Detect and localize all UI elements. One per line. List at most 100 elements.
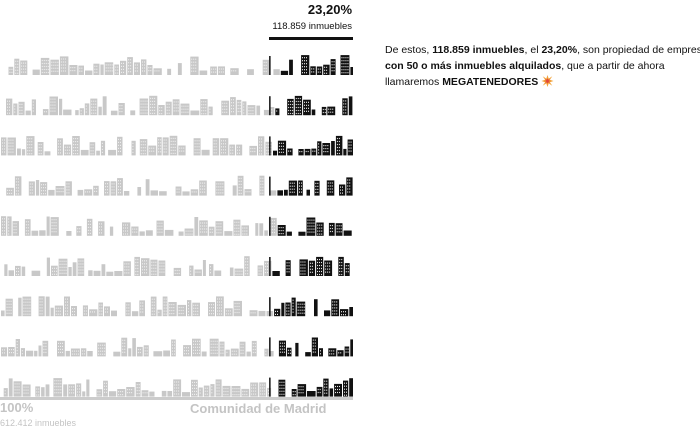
building-window	[60, 58, 62, 60]
building-window	[60, 351, 61, 353]
building-window	[126, 304, 128, 306]
building-window	[328, 111, 330, 113]
building-window	[288, 262, 290, 264]
building-window	[259, 153, 260, 155]
building-window	[346, 391, 347, 393]
building-window	[194, 140, 196, 142]
building-window	[239, 152, 240, 154]
building-window	[238, 394, 240, 396]
building-window	[45, 68, 47, 71]
building-window	[123, 62, 124, 64]
building-window	[9, 349, 10, 351]
building-window	[309, 231, 311, 233]
building-window	[187, 111, 189, 113]
building-icon	[190, 56, 199, 75]
building-window	[153, 301, 155, 303]
building-icon	[136, 346, 143, 357]
building-window	[104, 353, 106, 355]
building-window	[146, 109, 148, 111]
building-window	[342, 186, 343, 188]
building-window	[280, 230, 282, 232]
building-window	[283, 381, 285, 383]
building-window	[311, 225, 313, 227]
building-window	[163, 310, 165, 312]
building-window	[101, 313, 103, 315]
building-window	[216, 223, 218, 225]
building-window	[235, 270, 237, 272]
building-window	[146, 347, 148, 349]
region-label: Comunidad de Madrid	[190, 401, 327, 416]
building-window	[340, 231, 342, 233]
building-window	[297, 100, 299, 103]
building-window	[107, 308, 108, 310]
building-window	[18, 273, 19, 276]
building-window	[149, 150, 151, 152]
building-window	[321, 258, 322, 261]
building-window	[58, 383, 60, 385]
building-window	[317, 188, 319, 190]
building-icon	[349, 378, 353, 397]
building-window	[165, 142, 167, 144]
building-window	[177, 107, 179, 109]
building-window	[258, 273, 260, 275]
building-window	[238, 192, 240, 194]
building-window	[109, 70, 111, 72]
building-window	[7, 100, 8, 102]
building-icon	[274, 308, 281, 317]
building-window	[294, 394, 296, 396]
building-icon	[347, 139, 353, 156]
building-window	[10, 312, 12, 314]
building-window	[341, 314, 342, 316]
building-window	[349, 182, 351, 184]
building-window	[124, 272, 126, 274]
building-icon	[255, 223, 259, 236]
building-window	[68, 146, 70, 148]
building-window	[140, 112, 142, 114]
building-window	[174, 381, 176, 383]
building-icon	[171, 339, 176, 357]
building-window	[163, 151, 165, 153]
building-window	[253, 390, 255, 392]
building-window	[213, 313, 214, 315]
building-window	[40, 150, 42, 152]
building-window	[150, 67, 152, 69]
building-window	[169, 310, 171, 312]
building-window	[341, 63, 343, 65]
building-window	[136, 67, 138, 69]
building-window	[137, 273, 139, 276]
building-window	[288, 109, 290, 112]
building-window	[104, 391, 105, 393]
building-window	[85, 310, 87, 312]
building-window	[172, 140, 174, 142]
building-window	[271, 112, 273, 114]
building-window	[242, 233, 244, 235]
building-window	[89, 223, 91, 225]
building-window	[335, 391, 336, 394]
building-window	[338, 228, 340, 230]
building-window	[209, 108, 211, 110]
building-window	[240, 346, 242, 348]
building-icon	[264, 348, 269, 357]
building-window	[252, 147, 254, 150]
building-window	[210, 269, 211, 271]
building-window	[238, 388, 240, 390]
building-window	[234, 308, 236, 311]
building-window	[135, 258, 137, 261]
building-window	[65, 272, 67, 274]
building-window	[246, 227, 248, 229]
building-window	[330, 111, 332, 113]
building-window	[237, 146, 238, 148]
building-icon	[231, 386, 241, 397]
building-window	[174, 347, 175, 349]
building-icon	[324, 260, 333, 276]
building-window	[118, 183, 119, 185]
building-window	[350, 150, 352, 152]
building-icon	[317, 141, 322, 156]
building-window	[224, 105, 226, 107]
building-window	[153, 304, 155, 306]
building-window	[200, 185, 202, 187]
building-window	[275, 310, 276, 312]
building-window	[347, 69, 349, 71]
building-window	[349, 191, 351, 193]
building-window	[295, 112, 297, 115]
